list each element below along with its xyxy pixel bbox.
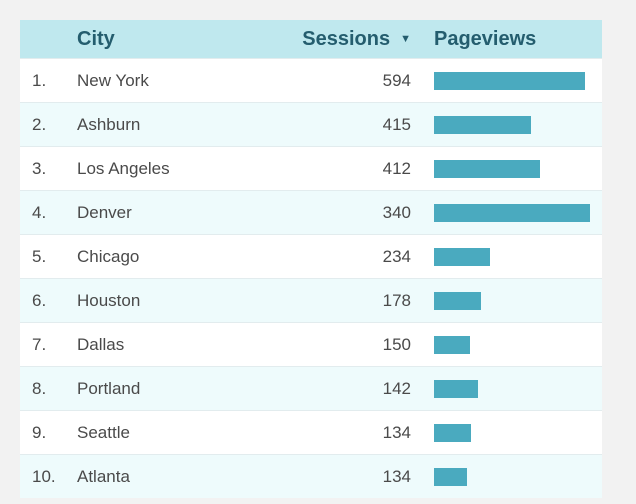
row-pageviews [411, 115, 602, 134]
row-pageviews [411, 247, 602, 266]
row-index: 3. [32, 158, 47, 178]
row-city: Ashburn [77, 114, 141, 134]
pageviews-bar [434, 159, 540, 178]
row-sessions: 150 [382, 334, 411, 354]
header-city[interactable]: City [77, 27, 115, 50]
sort-descending-icon[interactable]: ▼ [400, 33, 411, 45]
row-city: Denver [77, 202, 132, 222]
row-sessions: 178 [382, 290, 411, 310]
pageviews-bar [434, 423, 471, 442]
table-row[interactable]: 7. Dallas 150 [20, 322, 602, 366]
row-sessions: 142 [382, 378, 411, 398]
table-row[interactable]: 8. Portland 142 [20, 366, 602, 410]
row-city: Dallas [77, 334, 125, 354]
pageviews-bar [434, 467, 467, 486]
row-index: 8. [32, 378, 47, 398]
header-sessions-label[interactable]: Sessions [302, 27, 391, 50]
row-city: Seattle [77, 422, 130, 442]
row-index: 7. [32, 334, 47, 354]
pageviews-bar [434, 115, 531, 134]
row-city: New York [77, 70, 149, 90]
row-index: 10. [32, 466, 56, 486]
row-sessions: 415 [382, 114, 411, 134]
pageviews-bar [434, 291, 481, 310]
city-table: City Sessions ▼ Pageviews 1. New York 594 2… [20, 20, 602, 498]
row-pageviews [411, 335, 602, 354]
table-row[interactable]: 4. Denver 340 [20, 190, 602, 234]
row-sessions: 594 [382, 70, 411, 90]
pageviews-bar [434, 71, 585, 90]
row-sessions: 234 [382, 246, 411, 266]
row-city: Atlanta [77, 466, 130, 486]
row-index: 1. [32, 70, 47, 90]
row-pageviews [411, 159, 602, 178]
table-row[interactable]: 3. Los Angeles 412 [20, 146, 602, 190]
table-row[interactable]: 6. Houston 178 [20, 278, 602, 322]
row-pageviews [411, 291, 602, 310]
row-index: 5. [32, 246, 47, 266]
table-row[interactable]: 9. Seattle 134 [20, 410, 602, 454]
header-pageviews[interactable]: Pageviews [434, 27, 537, 50]
row-sessions: 134 [382, 466, 411, 486]
row-pageviews [411, 467, 602, 486]
row-pageviews [411, 379, 602, 398]
row-pageviews [411, 203, 602, 222]
table-row[interactable]: 5. Chicago 234 [20, 234, 602, 278]
row-sessions: 340 [382, 202, 411, 222]
pageviews-bar [434, 247, 490, 266]
row-city: Portland [77, 378, 141, 398]
table-header: City Sessions ▼ Pageviews [20, 20, 602, 58]
row-index: 6. [32, 290, 47, 310]
table-body: 1. New York 594 2. Ashburn 415 3. Los Angeles 41… [20, 58, 602, 498]
pageviews-bar [434, 379, 478, 398]
header-sessions[interactable]: Sessions ▼ [219, 28, 411, 51]
row-city: Houston [77, 290, 141, 310]
table-row[interactable]: 1. New York 594 [20, 58, 602, 102]
row-city: Los Angeles [77, 158, 170, 178]
row-pageviews [411, 423, 602, 442]
row-index: 2. [32, 114, 47, 134]
pageviews-bar [434, 203, 590, 222]
row-index: 9. [32, 422, 47, 442]
table-row[interactable]: 10. Atlanta 134 [20, 454, 602, 498]
pageviews-bar [434, 335, 470, 354]
row-index: 4. [32, 202, 47, 222]
row-pageviews [411, 71, 602, 90]
row-sessions: 134 [382, 422, 411, 442]
row-sessions: 412 [382, 158, 411, 178]
row-city: Chicago [77, 246, 140, 266]
table-row[interactable]: 2. Ashburn 415 [20, 102, 602, 146]
